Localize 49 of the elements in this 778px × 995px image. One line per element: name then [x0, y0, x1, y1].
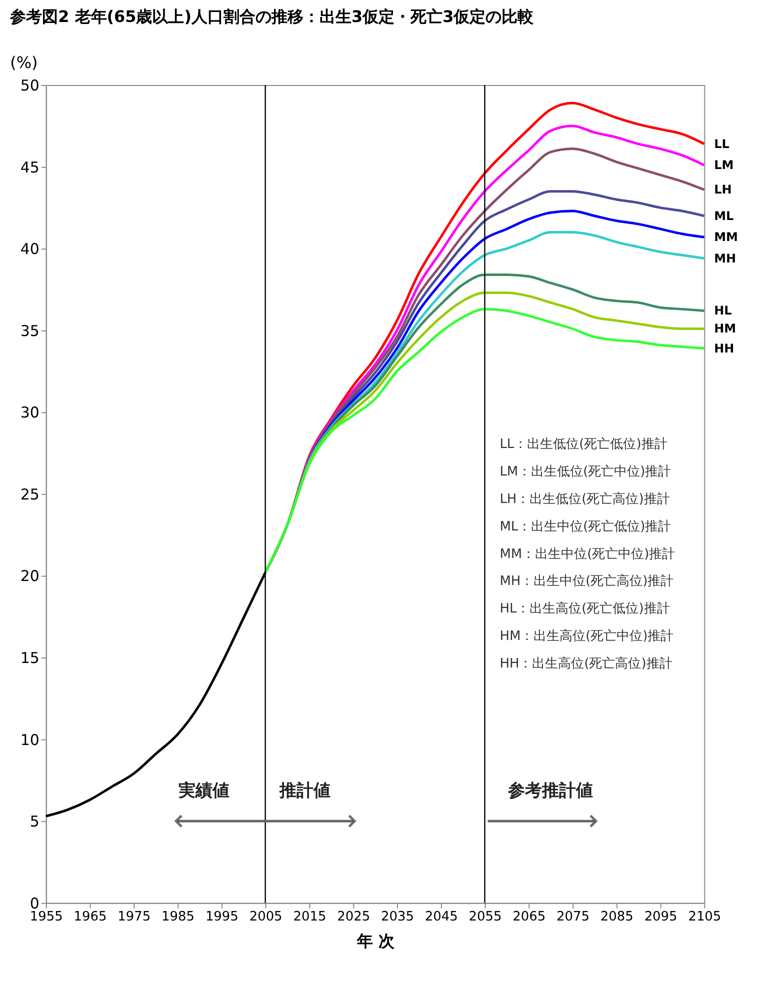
- series-label: MM: [714, 230, 738, 244]
- series-label: ML: [714, 208, 734, 223]
- y-tick-label: 50: [20, 76, 40, 94]
- annotation: HL：出生高位(死亡低位)推計: [500, 600, 670, 617]
- annotation: MM：出生中位(死亡中位)推計: [500, 546, 676, 562]
- y-tick-label: 40: [20, 240, 40, 258]
- y-tick-label: 25: [20, 485, 40, 504]
- y-tick-label: 30: [20, 404, 40, 422]
- x-tick-label: 1985: [162, 909, 195, 924]
- x-tick-label: 2065: [512, 909, 546, 924]
- x-tick-label: 1995: [205, 909, 238, 924]
- annotation: LH：出生低位(死亡高位)推計: [500, 490, 670, 507]
- series-label: HM: [714, 322, 736, 336]
- annotation: HH：出生高位(死亡高位)推計: [500, 656, 672, 672]
- x-tick-label: 2075: [556, 909, 590, 924]
- annotation: LL：出生低位(死亡低位)推計: [500, 436, 668, 452]
- x-axis-title: 年 次: [356, 931, 396, 950]
- series-label: MH: [714, 251, 736, 266]
- x-tick-label: 2085: [600, 909, 634, 924]
- annotation: LM：出生低位(死亡中位)推計: [500, 464, 672, 480]
- y-tick-label: 35: [20, 322, 40, 340]
- series-label: LH: [714, 182, 732, 197]
- chart-title: 参考図2 老年(65歳以上)人口割合の推移：出生3仮定・死亡3仮定の比較: [9, 7, 535, 26]
- x-tick-label: 2055: [468, 909, 502, 924]
- series-label: HH: [714, 341, 734, 356]
- y-tick-label: 15: [20, 649, 40, 668]
- y-tick-label: 20: [20, 567, 40, 586]
- x-tick-label: 2045: [424, 909, 458, 924]
- series-label: HL: [714, 304, 732, 318]
- y-tick-label: 5: [30, 812, 40, 831]
- y-axis-title: (%): [10, 53, 38, 72]
- series-label: LL: [714, 136, 730, 151]
- x-tick-label: 1965: [74, 909, 107, 924]
- annotation: HM：出生高位(死亡中位)推計: [500, 628, 674, 644]
- annotation: 実績値: [177, 780, 230, 800]
- x-tick-label: 2025: [337, 909, 370, 924]
- x-tick-label: 2095: [644, 909, 678, 924]
- annotation: 推計値: [278, 780, 330, 800]
- x-tick-label: 1975: [118, 909, 151, 924]
- y-tick-label: 10: [20, 730, 40, 749]
- x-tick-label: 2005: [249, 909, 282, 924]
- annotation: ML：出生中位(死亡低位)推計: [500, 518, 672, 534]
- annotation: MH：出生中位(死亡高位)推計: [500, 573, 674, 590]
- x-tick-label: 2035: [380, 909, 414, 924]
- x-tick-label: 2105: [688, 909, 722, 924]
- annotation: 参考推計値: [507, 780, 594, 800]
- x-tick-label: 2015: [293, 909, 326, 924]
- y-tick-label: 45: [20, 158, 40, 176]
- series-label: LM: [714, 158, 734, 172]
